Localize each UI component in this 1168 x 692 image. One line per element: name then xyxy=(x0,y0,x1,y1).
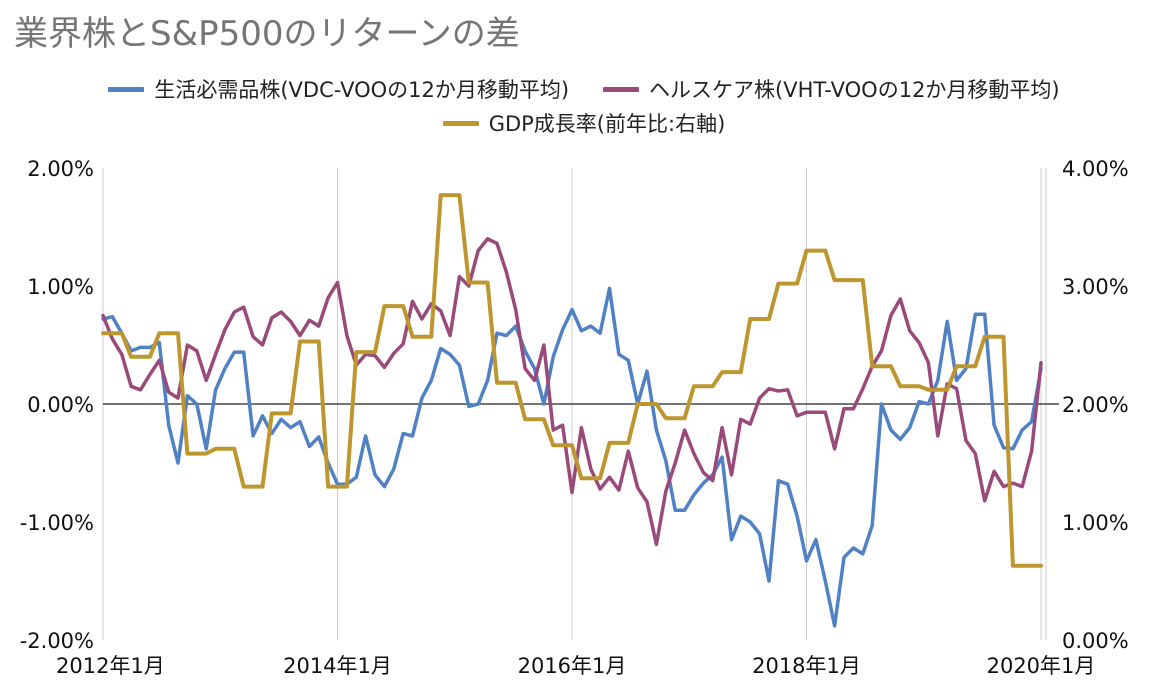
legend-item-gdp: GDP成長率(前年比:右軸) xyxy=(442,108,726,138)
x-tick-label: 2020年1月 xyxy=(987,654,1096,678)
y-left-tick-label: 0.00% xyxy=(27,393,94,417)
legend-item-vdc: 生活必需品株(VDC-VOOの12か月移動平均) xyxy=(108,74,569,104)
x-tick-label: 2016年1月 xyxy=(518,654,627,678)
y-right-tick-label: 4.00% xyxy=(1062,157,1129,181)
x-tick-label: 2012年1月 xyxy=(56,654,165,678)
legend-row-2: GDP成長率(前年比:右軸) xyxy=(0,108,1168,138)
legend-row-1: 生活必需品株(VDC-VOOの12か月移動平均) ヘルスケア株(VHT-VOOの… xyxy=(0,74,1168,104)
y-right-tick-label: 3.00% xyxy=(1062,275,1129,299)
legend-item-vht: ヘルスケア株(VHT-VOOの12か月移動平均) xyxy=(603,74,1060,104)
legend-label-vht: ヘルスケア株(VHT-VOOの12か月移動平均) xyxy=(649,78,1060,102)
series-gdp-line xyxy=(101,193,1043,568)
legend-swatch-vdc xyxy=(108,86,145,92)
legend-label-vdc: 生活必需品株(VDC-VOOの12か月移動平均) xyxy=(154,78,570,102)
y-left-tick-label: -1.00% xyxy=(20,511,94,535)
x-tick-label: 2014年1月 xyxy=(283,654,392,678)
legend-swatch-gdp xyxy=(442,120,479,126)
y-left-tick-label: 2.00% xyxy=(27,157,94,181)
legend-label-gdp: GDP成長率(前年比:右軸) xyxy=(488,112,726,136)
y-right-tick-label: 2.00% xyxy=(1062,393,1129,417)
series-vht-line xyxy=(101,237,1043,547)
chart-title: 業界株とS&P500のリターンの差 xyxy=(14,14,520,54)
y-left-tick-label: 1.00% xyxy=(27,275,94,299)
x-tick-label: 2018年1月 xyxy=(752,654,861,678)
y-right-tick-label: 1.00% xyxy=(1062,511,1129,535)
y-left-tick-label: -2.00% xyxy=(20,629,94,653)
series-vdc-line xyxy=(101,286,1043,628)
legend-swatch-vht xyxy=(603,86,640,92)
y-right-tick-label: 0.00% xyxy=(1062,629,1129,653)
